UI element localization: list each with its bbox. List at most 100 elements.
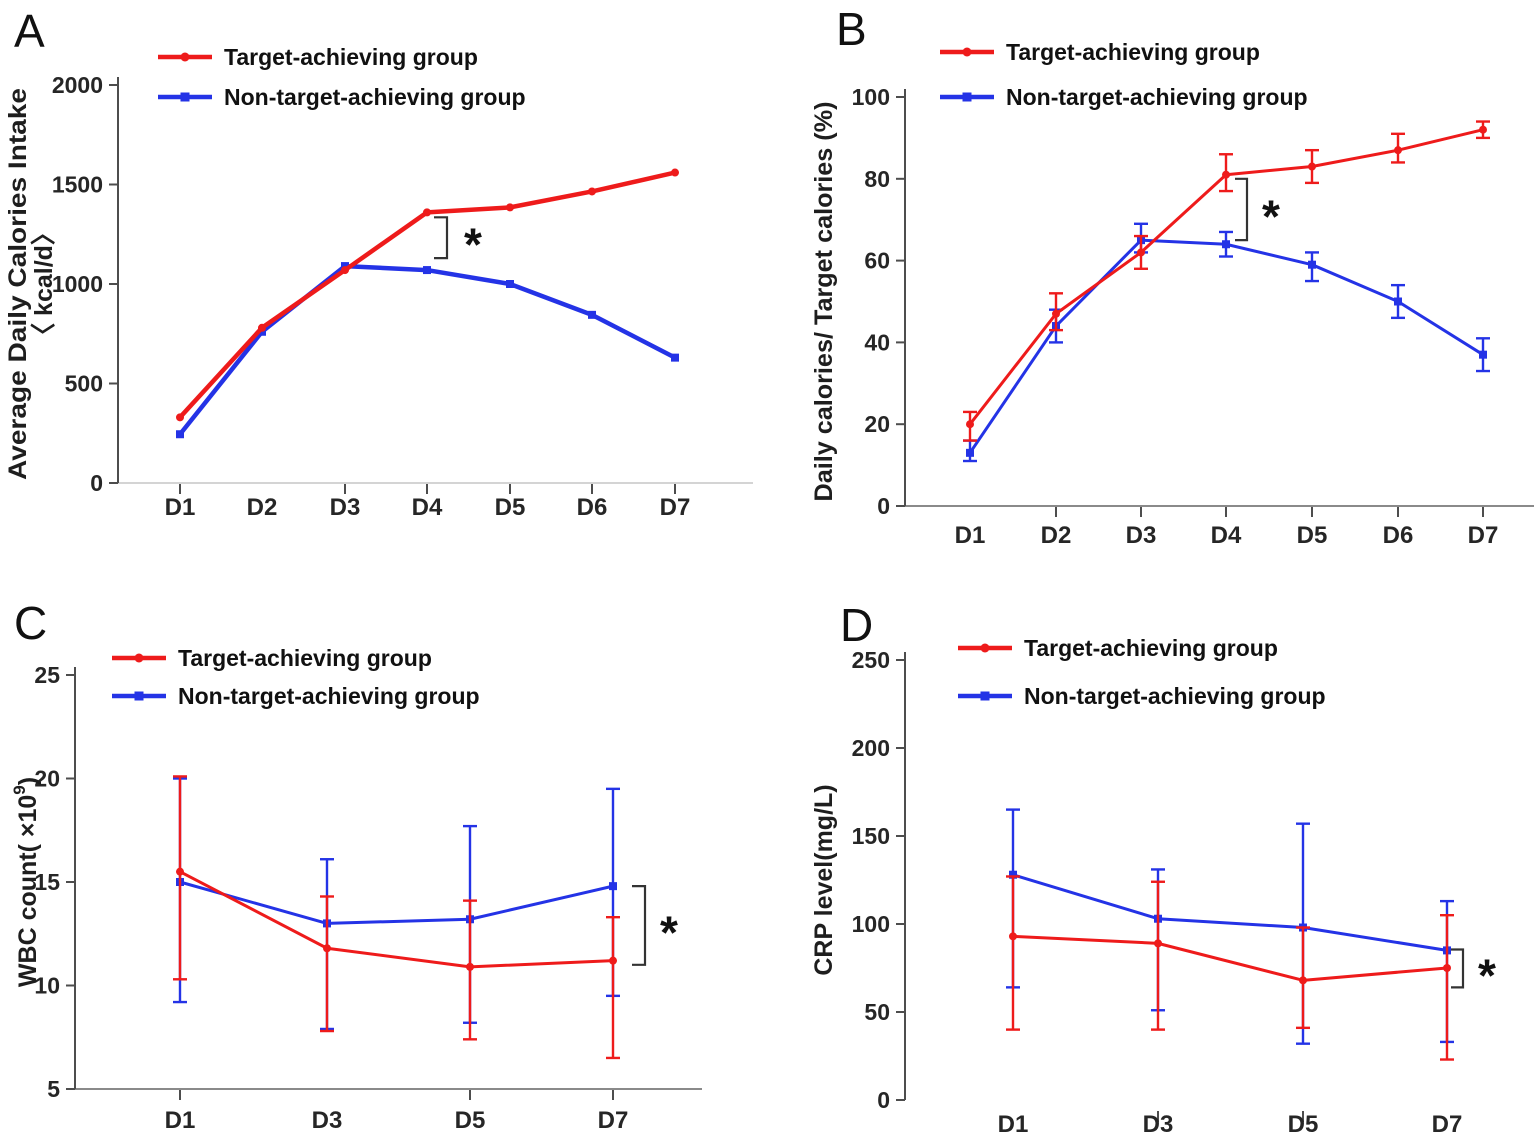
significance-bracket	[1235, 177, 1249, 242]
data-point	[1052, 309, 1060, 318]
data-point	[323, 944, 331, 953]
data-point	[506, 280, 514, 288]
legend-marker	[134, 653, 144, 663]
x-tick-label: D7	[1468, 522, 1499, 549]
x-tick-label: D1	[165, 1107, 196, 1134]
series-line-target	[179, 870, 614, 969]
y-tick-label: 250	[852, 647, 890, 673]
panel-a: 0 500 1000 1500 2000 D1 D2 D3 D4 D5 D6 D7 Average Da…	[0, 0, 767, 569]
data-point	[966, 448, 974, 457]
x-tick-label: D4	[1211, 522, 1242, 549]
legend-label: Target-achieving group	[178, 645, 432, 671]
legend-label: Non-target-achieving group	[224, 84, 526, 110]
legend-marker	[962, 47, 972, 57]
panel-letter-a: A	[14, 5, 45, 57]
y-tick-label: 20	[34, 766, 60, 792]
legend-label: Non-target-achieving group	[1006, 84, 1308, 110]
data-point	[1009, 932, 1017, 941]
significance-asterisk: *	[660, 906, 678, 958]
legend-marker	[180, 52, 190, 62]
x-tick-label: D2	[1041, 522, 1072, 549]
x-tick-label: D5	[455, 1107, 486, 1134]
x-tick-label: D3	[1126, 522, 1157, 549]
data-point	[1154, 939, 1162, 948]
panel-c: 5 10 15 20 25 D1 D3 D5 D7 WBC count( ×109) Target-…	[0, 570, 767, 1139]
panel-b-chart: 0 20 40 60 80 100 D1 D2 D3 D4 D5 D6 D7 Daily calories…	[810, 39, 1534, 549]
y-axis-label: Average Daily Calories Intake	[4, 88, 32, 480]
y-tick-label: 25	[34, 662, 60, 688]
data-point	[1137, 248, 1145, 257]
y-axis-label: WBC count( ×109)	[10, 777, 42, 987]
significance-bracket	[632, 885, 647, 966]
panel-b: 0 20 40 60 80 100 D1 D2 D3 D4 D5 D6 D7 Daily calories…	[768, 0, 1535, 569]
x-tick-label: D5	[1288, 1111, 1319, 1138]
significance-asterisk: *	[1262, 190, 1280, 242]
panel-d-chart: 0 50 100 150 200 250 D1 D3 D5 D7 CRP level(mg/L) Ta…	[810, 635, 1496, 1138]
series-line-non-target	[968, 238, 1484, 454]
data-point	[1443, 964, 1451, 972]
legend-marker	[980, 691, 990, 701]
y-tick-label: 100	[852, 911, 890, 937]
x-tick-label: D1	[165, 494, 196, 521]
data-point	[176, 430, 184, 439]
legend-label: Non-target-achieving group	[178, 683, 480, 709]
y-tick-label: 2000	[52, 72, 103, 98]
data-point	[506, 203, 514, 212]
y-tick-label: 60	[864, 248, 890, 274]
data-point	[423, 266, 431, 275]
panel-letter-d: D	[840, 599, 874, 651]
x-tick-label: D7	[1432, 1111, 1463, 1138]
y-tick-label: 5	[47, 1076, 60, 1102]
legend-label: Target-achieving group	[1024, 635, 1278, 661]
y-tick-label: 150	[852, 823, 890, 849]
x-tick-label: D1	[955, 522, 986, 549]
significance-asterisk: *	[1478, 949, 1496, 1001]
data-point	[588, 187, 596, 196]
panel-letter-b: B	[836, 3, 867, 55]
y-axis-label: CRP level(mg/L)	[810, 784, 838, 975]
data-point	[1394, 297, 1402, 306]
series-line-non-target	[179, 880, 614, 925]
data-point	[966, 420, 974, 429]
data-point	[1308, 162, 1316, 171]
y-axis-label: 〈 kcal/d〉	[30, 220, 58, 348]
data-point	[609, 956, 617, 965]
data-point	[258, 323, 266, 332]
legend-marker	[180, 92, 190, 102]
significance-asterisk: *	[464, 219, 482, 271]
data-point	[1222, 240, 1230, 249]
y-tick-label: 0	[90, 470, 103, 496]
legend-label: Target-achieving group	[224, 44, 478, 70]
data-point	[1009, 870, 1017, 879]
panel-d: 0 50 100 150 200 250 D1 D3 D5 D7 CRP level(mg/L) Ta…	[768, 570, 1535, 1139]
x-tick-label: D6	[577, 494, 608, 521]
significance-bracket	[434, 216, 449, 260]
y-tick-label: 50	[864, 999, 890, 1025]
data-point	[671, 168, 679, 177]
data-point	[588, 310, 596, 319]
x-tick-label: D1	[998, 1111, 1029, 1138]
data-point	[423, 208, 431, 217]
x-tick-label: D6	[1383, 522, 1414, 549]
data-point	[671, 353, 679, 362]
y-tick-label: 100	[852, 84, 890, 110]
y-tick-label: 15	[34, 869, 60, 895]
y-tick-label: 80	[864, 166, 890, 192]
y-tick-label: 1000	[52, 271, 103, 297]
data-point	[341, 266, 349, 275]
y-tick-label: 10	[34, 973, 60, 999]
panel-letter-c: C	[14, 597, 48, 649]
y-tick-label: 500	[65, 371, 103, 397]
data-point	[1479, 350, 1487, 359]
y-tick-label: 1500	[52, 172, 103, 198]
data-point	[1394, 146, 1402, 155]
data-point	[1222, 170, 1230, 179]
panel-c-chart: 5 10 15 20 25 D1 D3 D5 D7 WBC count( ×109) Target-…	[10, 645, 702, 1134]
series-line-target	[1012, 934, 1448, 982]
data-point	[466, 962, 474, 971]
x-tick-label: D2	[247, 494, 278, 521]
x-tick-label: D3	[1143, 1111, 1174, 1138]
significance-bracket	[1451, 948, 1465, 989]
y-tick-label: 20	[864, 411, 890, 437]
